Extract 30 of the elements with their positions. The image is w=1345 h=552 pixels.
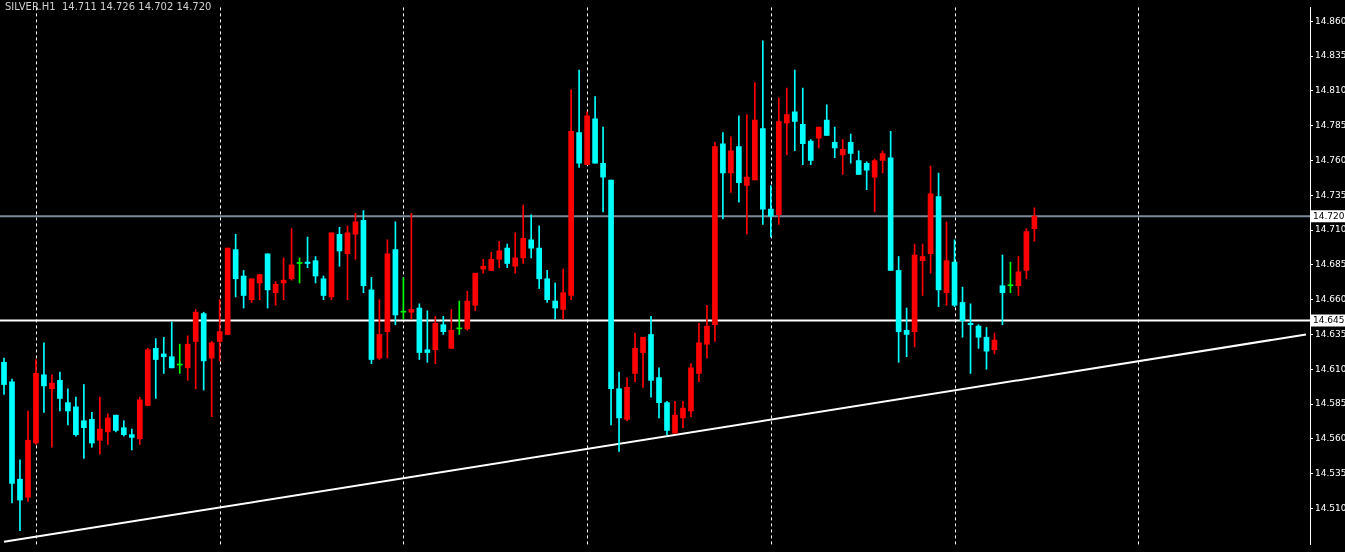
y-tick-label: 14.785 — [1315, 120, 1345, 131]
candlestick — [41, 342, 47, 413]
candlestick — [744, 114, 750, 235]
candlestick — [839, 139, 846, 175]
candlestick — [208, 341, 215, 417]
candlestick — [480, 258, 487, 274]
candlestick — [97, 396, 103, 455]
candlestick — [767, 185, 774, 238]
chart-title: SILVER.H1 14.711 14.726 14.702 14.720 — [5, 0, 212, 12]
candlestick — [783, 87, 790, 156]
candlestick — [791, 69, 798, 152]
y-tick-label: 14.735 — [1315, 189, 1345, 200]
y-tick-label: 14.685 — [1315, 259, 1345, 270]
candlestick — [528, 214, 535, 259]
y-tick-label: 14.835 — [1315, 50, 1345, 61]
candlestick — [152, 338, 159, 399]
candlestick — [160, 336, 167, 374]
y-tick-label: 14.585 — [1315, 398, 1345, 409]
ref-line-label: 14.645 — [1313, 314, 1345, 325]
candlestick — [600, 126, 606, 213]
candlestick — [512, 232, 519, 274]
candlestick — [831, 126, 838, 159]
candlestick — [128, 428, 135, 451]
candlestick — [552, 282, 558, 320]
y-tick-label: 14.535 — [1315, 467, 1345, 478]
ref-line-label: 14.720 — [1313, 210, 1345, 221]
candlestick — [49, 374, 55, 448]
candlestick — [65, 388, 71, 426]
candlestick — [81, 384, 87, 459]
y-tick-label: 14.635 — [1315, 328, 1345, 339]
